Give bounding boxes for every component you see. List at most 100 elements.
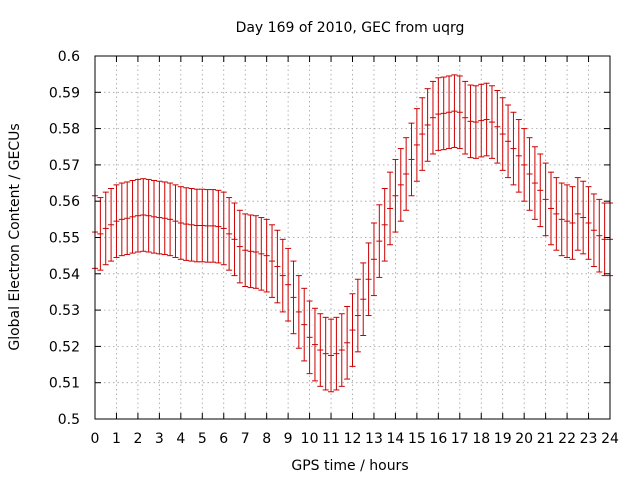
error-bar-point (553, 177, 560, 251)
x-tick-label: 6 (219, 431, 228, 447)
error-bar-point (574, 177, 581, 251)
error-bar-point (462, 80, 469, 155)
x-tick-label: 14 (387, 431, 405, 447)
error-bar-point (108, 187, 115, 262)
x-tick-label: 23 (580, 431, 598, 447)
error-bar-point (376, 204, 383, 278)
x-tick-label: 11 (322, 431, 340, 447)
error-bar-point (510, 111, 517, 186)
error-bar-point (435, 77, 442, 151)
error-bar-point (521, 128, 528, 202)
error-bar-point (311, 307, 318, 382)
error-bar-point (236, 209, 243, 284)
error-bar-point (499, 97, 506, 171)
error-bar-point (537, 153, 544, 228)
error-bar-point (328, 318, 335, 393)
x-tick-label: 8 (262, 431, 271, 447)
x-tick-label: 1 (112, 431, 121, 447)
error-bar-point (531, 146, 538, 220)
y-tick-label: 0.6 (58, 49, 80, 65)
error-bar-point (199, 188, 206, 263)
error-bar-point (317, 313, 324, 387)
error-bar-point (242, 213, 249, 288)
error-bar-point (580, 180, 587, 255)
y-tick-label: 0.58 (49, 122, 80, 138)
x-tick-label: 4 (176, 431, 185, 447)
error-bar-point (596, 198, 603, 273)
error-bar-point (113, 184, 120, 258)
error-bar-point (279, 238, 286, 313)
tick-labels: 0 1 2 3 4 5 6 7 8 9 10 11 12 13 14 15 16 17 18 19 20 21 22 23 24… (49, 49, 619, 447)
x-tick-label: 24 (601, 431, 619, 447)
error-bar-point (564, 184, 571, 258)
error-bar-point (156, 180, 163, 255)
error-bar-point (472, 85, 479, 159)
error-bar-point (290, 260, 297, 335)
error-bar-point (590, 193, 597, 268)
error-bar-point (252, 215, 259, 289)
error-bar-point (129, 180, 136, 254)
x-tick-label: 22 (558, 431, 576, 447)
error-bar-point (258, 217, 265, 291)
error-bar-point (124, 181, 131, 256)
error-bar-point (526, 137, 533, 211)
error-bar-point (161, 181, 168, 256)
error-bar-point (370, 222, 377, 297)
error-bar-point (220, 191, 227, 266)
error-bar-point (151, 180, 158, 254)
y-tick-label: 0.52 (49, 339, 80, 355)
error-bar-point (210, 189, 217, 263)
error-bar-point (419, 97, 426, 171)
x-tick-label: 16 (429, 431, 447, 447)
error-bar-point (397, 148, 404, 222)
error-bar-point (601, 202, 608, 277)
error-bar-point (542, 162, 549, 237)
y-tick-label: 0.53 (49, 303, 80, 319)
error-bar-point (177, 186, 184, 260)
error-bar-point (97, 197, 104, 271)
error-bar-point (344, 305, 351, 380)
x-tick-label: 12 (344, 431, 362, 447)
x-tick-label: 0 (91, 431, 100, 447)
error-bar-point (295, 275, 302, 349)
chart-title: Day 169 of 2010, GEC from uqrg (236, 20, 465, 36)
error-bar-point (429, 80, 436, 155)
error-bar-point (451, 74, 458, 148)
x-tick-label: 13 (365, 431, 383, 447)
x-tick-label: 19 (494, 431, 512, 447)
error-bars (92, 74, 613, 393)
x-tick-label: 15 (408, 431, 426, 447)
y-tick-label: 0.51 (49, 376, 80, 392)
error-bar-point (269, 224, 276, 298)
error-bar-point (488, 85, 495, 159)
error-bar-point (381, 187, 388, 262)
error-bar-point (204, 189, 211, 263)
x-axis-label: GPS time / hours (291, 458, 408, 474)
error-bar-point (569, 186, 576, 260)
error-bar-point (183, 187, 190, 261)
error-bar-point (306, 300, 313, 375)
error-bar-point (365, 242, 372, 317)
error-bar-point (333, 316, 340, 391)
x-tick-label: 9 (284, 431, 293, 447)
error-bar-point (360, 262, 367, 337)
error-bar-point (505, 104, 512, 179)
error-bar-point (494, 89, 501, 164)
y-tick-label: 0.5 (58, 412, 80, 428)
error-bar-point (456, 75, 463, 150)
error-bar-point (274, 229, 281, 304)
error-bar-point (478, 83, 485, 158)
error-bar-point (145, 178, 152, 253)
error-bar-point (193, 188, 200, 263)
error-bar-point (231, 202, 238, 277)
error-bar-point (301, 287, 308, 362)
error-bar-point (558, 182, 565, 257)
error-bar-point (467, 84, 474, 159)
error-bar-point (440, 76, 447, 151)
error-bar-point (215, 189, 222, 264)
error-bar-point (547, 171, 554, 246)
error-bar-point (585, 186, 592, 260)
error-bar-point (387, 171, 394, 246)
error-bar-point (515, 119, 522, 193)
